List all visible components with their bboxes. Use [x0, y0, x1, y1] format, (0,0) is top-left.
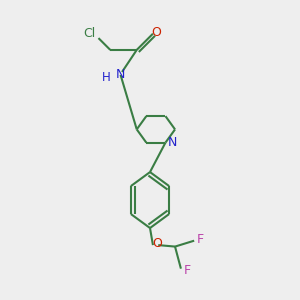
Text: O: O: [152, 237, 162, 250]
Text: N: N: [115, 68, 125, 81]
Text: O: O: [151, 26, 161, 39]
Text: F: F: [197, 233, 204, 246]
Text: F: F: [184, 264, 191, 277]
Text: H: H: [102, 71, 111, 84]
Text: N: N: [168, 136, 178, 149]
Text: Cl: Cl: [83, 27, 96, 40]
